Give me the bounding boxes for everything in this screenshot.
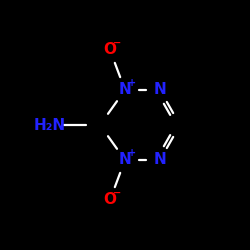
- Text: N: N: [154, 152, 166, 168]
- Text: −: −: [114, 188, 122, 198]
- Text: N: N: [119, 152, 132, 168]
- Text: N: N: [154, 82, 166, 98]
- Text: N: N: [119, 82, 132, 98]
- Text: H₂N: H₂N: [34, 118, 66, 132]
- Text: +: +: [128, 148, 136, 158]
- Text: −: −: [114, 38, 122, 48]
- Text: O: O: [104, 192, 117, 208]
- Text: +: +: [128, 78, 136, 88]
- Text: O: O: [104, 42, 117, 58]
